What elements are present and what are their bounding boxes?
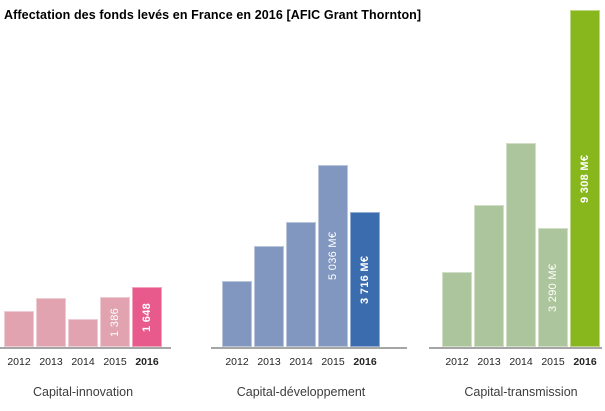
bar-capital-transmission-2013 [474,205,504,347]
x-tick-capital-transmission-2012: 2012 [445,356,469,368]
x-tick-capital-innovation-2014: 2014 [71,356,95,368]
x-tick-capital-innovation-2012: 2012 [7,356,31,368]
x-tick-capital-transmission-2016: 2016 [573,356,597,368]
bar-capital-innovation-2015: 1 386 [100,297,130,347]
x-tick-capital-innovation-2013: 2013 [39,356,63,368]
bar-capital-transmission-2014 [506,143,536,347]
group-caption-capital-innovation: Capital-innovation [32,385,134,399]
x-axis-line-capital-transmission [429,347,602,349]
x-tick-row-capital-innovation: 2012 2013 2014 2015 2016 [3,356,163,368]
x-tick-capital-transmission-2013: 2013 [477,356,501,368]
x-tick-row-capital-transmission: 2012 2013 2014 2015 2016 [441,356,601,368]
bar-capital-transmission-2015: 3 290 M€ [538,228,568,347]
x-axis-line-capital-innovation [0,347,171,349]
group-caption-capital-d-veloppement: Capital-développement [236,385,366,399]
x-tick-capital-transmission-2014: 2014 [509,356,533,368]
x-tick-capital-d-veloppement-2014: 2014 [289,356,313,368]
bar-value-label-capital-d-veloppement-2016: 3 716 M€ [359,255,371,304]
chart-group-capital-d-veloppement: 5 036 M€ 3 716 M€ 2012 2013 2014 2015 2016 Capi… [211,0,407,411]
bar-capital-d-veloppement-2016: 3 716 M€ [350,212,380,347]
bar-capital-transmission-2012 [442,272,472,347]
x-tick-capital-d-veloppement-2016: 2016 [353,356,377,368]
x-tick-capital-transmission-2015: 2015 [541,356,565,368]
bar-value-label-capital-innovation-2016: 1 648 [141,302,153,332]
bar-value-label-capital-transmission-2015: 3 290 M€ [547,263,559,312]
x-tick-capital-innovation-2015: 2015 [103,356,127,368]
bar-capital-innovation-2014 [68,319,98,347]
x-tick-capital-d-veloppement-2013: 2013 [257,356,281,368]
chart-group-capital-innovation: 1 386 1 648 2012 2013 2014 2015 2016 Capital-in… [0,0,171,411]
bar-capital-transmission-2016: 9 308 M€ [570,10,600,347]
chart-group-capital-transmission: 3 290 M€ 9 308 M€ 2012 2013 2014 2015 2016 Capi… [429,0,602,411]
bar-capital-d-veloppement-2013 [254,246,284,347]
bar-value-label-capital-transmission-2016: 9 308 M€ [579,154,591,203]
x-tick-row-capital-d-veloppement: 2012 2013 2014 2015 2016 [221,356,381,368]
bar-capital-d-veloppement-2015: 5 036 M€ [318,165,348,347]
x-tick-capital-d-veloppement-2012: 2012 [225,356,249,368]
x-tick-capital-innovation-2016: 2016 [135,356,159,368]
chart-title: Affectation des fonds levés en France en… [4,8,422,22]
x-tick-capital-d-veloppement-2015: 2015 [321,356,345,368]
group-caption-capital-transmission: Capital-transmission [464,385,578,399]
bar-value-label-capital-d-veloppement-2015: 5 036 M€ [327,231,339,281]
bar-capital-innovation-2012 [4,311,34,347]
bar-capital-d-veloppement-2012 [222,281,252,347]
x-axis-line-capital-d-veloppement [211,347,407,349]
bar-capital-innovation-2013 [36,298,66,347]
bar-value-label-capital-innovation-2015: 1 386 [109,307,121,337]
bar-capital-d-veloppement-2014 [286,222,316,347]
bar-capital-innovation-2016: 1 648 [132,287,162,347]
